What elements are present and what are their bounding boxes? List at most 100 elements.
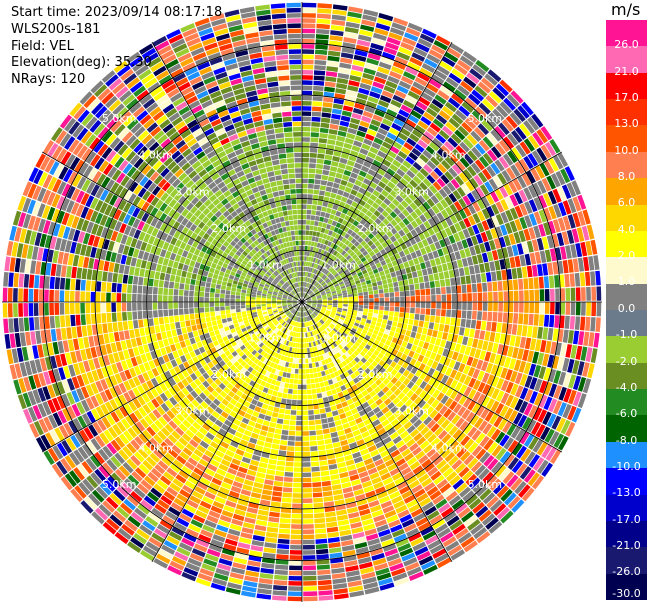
velocity-cell xyxy=(263,547,277,554)
velocity-cell xyxy=(381,210,389,218)
velocity-cell xyxy=(489,261,496,272)
velocity-cell xyxy=(343,304,348,307)
velocity-cell xyxy=(338,248,344,254)
velocity-cell xyxy=(319,132,328,139)
velocity-cell xyxy=(529,289,535,302)
velocity-cell xyxy=(568,374,577,389)
velocity-cell xyxy=(543,314,550,327)
velocity-cell xyxy=(420,289,426,296)
velocity-cell xyxy=(533,277,539,289)
velocity-cell xyxy=(557,356,565,371)
velocity-cell xyxy=(474,244,481,255)
velocity-cell xyxy=(344,186,352,194)
velocity-cell xyxy=(380,323,387,329)
velocity-cell xyxy=(330,276,335,281)
velocity-cell xyxy=(441,294,447,302)
velocity-cell xyxy=(339,413,347,420)
velocity-cell xyxy=(332,9,347,16)
velocity-cell xyxy=(519,254,526,267)
velocity-cell xyxy=(458,209,467,220)
velocity-cell xyxy=(505,381,514,394)
velocity-cell xyxy=(522,349,529,362)
velocity-cell xyxy=(368,47,383,56)
velocity-cell xyxy=(398,250,406,258)
velocity-cell xyxy=(528,227,536,240)
velocity-cell xyxy=(403,142,414,151)
velocity-cell xyxy=(323,164,331,171)
velocity-cell xyxy=(343,142,353,150)
velocity-cell xyxy=(367,225,375,233)
velocity-cell xyxy=(332,238,338,244)
velocity-cell xyxy=(306,303,312,305)
velocity-cell xyxy=(302,436,310,441)
velocity-cell xyxy=(288,383,294,389)
velocity-cell xyxy=(452,189,462,200)
velocity-cell xyxy=(430,288,436,295)
velocity-cell xyxy=(326,66,339,72)
velocity-cell xyxy=(307,302,312,304)
velocity-cell xyxy=(273,407,280,413)
velocity-cell xyxy=(546,175,557,190)
velocity-cell xyxy=(305,368,310,374)
velocity-cell xyxy=(382,226,390,234)
velocity-cell xyxy=(365,173,374,181)
velocity-cell xyxy=(393,118,405,127)
velocity-cell xyxy=(332,204,339,211)
velocity-cell xyxy=(304,338,307,343)
velocity-cell xyxy=(515,126,527,140)
velocity-cell xyxy=(426,267,433,275)
velocity-cell xyxy=(402,71,416,81)
velocity-cell xyxy=(432,345,440,354)
velocity-cell xyxy=(320,386,326,393)
velocity-cell xyxy=(302,251,305,256)
velocity-cell xyxy=(448,234,456,244)
velocity-cell xyxy=(424,58,438,69)
velocity-cell xyxy=(337,293,343,297)
velocity-cell xyxy=(562,260,569,274)
velocity-cell xyxy=(305,225,310,230)
velocity-cell xyxy=(418,276,424,283)
velocity-cell xyxy=(317,271,322,276)
velocity-cell xyxy=(393,172,402,181)
velocity-cell xyxy=(351,201,359,208)
velocity-cell xyxy=(474,85,488,98)
velocity-cell xyxy=(591,286,597,301)
velocity-cell xyxy=(189,337,196,345)
velocity-cell xyxy=(492,342,499,354)
velocity-cell xyxy=(303,570,317,576)
velocity-cell xyxy=(495,201,505,213)
velocity-cell xyxy=(373,76,387,85)
velocity-cell xyxy=(332,303,338,306)
velocity-cell xyxy=(302,204,307,209)
velocity-cell xyxy=(523,313,529,325)
velocity-cell xyxy=(572,360,580,375)
velocity-cell xyxy=(575,243,583,258)
velocity-cell xyxy=(462,365,471,375)
velocity-cell xyxy=(451,351,459,361)
velocity-cell xyxy=(377,266,384,273)
velocity-cell xyxy=(340,439,349,447)
velocity-cell xyxy=(557,402,567,417)
velocity-cell xyxy=(336,311,342,315)
velocity-cell xyxy=(371,221,378,229)
velocity-cell xyxy=(482,136,494,149)
velocity-cell xyxy=(302,374,307,379)
velocity-cell xyxy=(362,110,374,119)
velocity-cell xyxy=(419,214,427,223)
velocity-cell xyxy=(498,156,510,169)
velocity-cell xyxy=(442,185,452,195)
velocity-cell xyxy=(412,175,422,185)
velocity-cell xyxy=(507,133,519,147)
velocity-cell xyxy=(436,294,441,302)
velocity-cell xyxy=(326,264,331,270)
velocity-cell xyxy=(388,202,397,211)
velocity-cell xyxy=(290,410,297,415)
velocity-cell xyxy=(462,336,469,346)
velocity-cell xyxy=(372,32,387,41)
velocity-cell xyxy=(481,77,495,90)
velocity-cell xyxy=(313,242,318,247)
velocity-cell xyxy=(545,340,552,354)
velocity-cell xyxy=(314,59,327,66)
velocity-cell xyxy=(547,190,557,205)
velocity-cell xyxy=(342,105,354,112)
